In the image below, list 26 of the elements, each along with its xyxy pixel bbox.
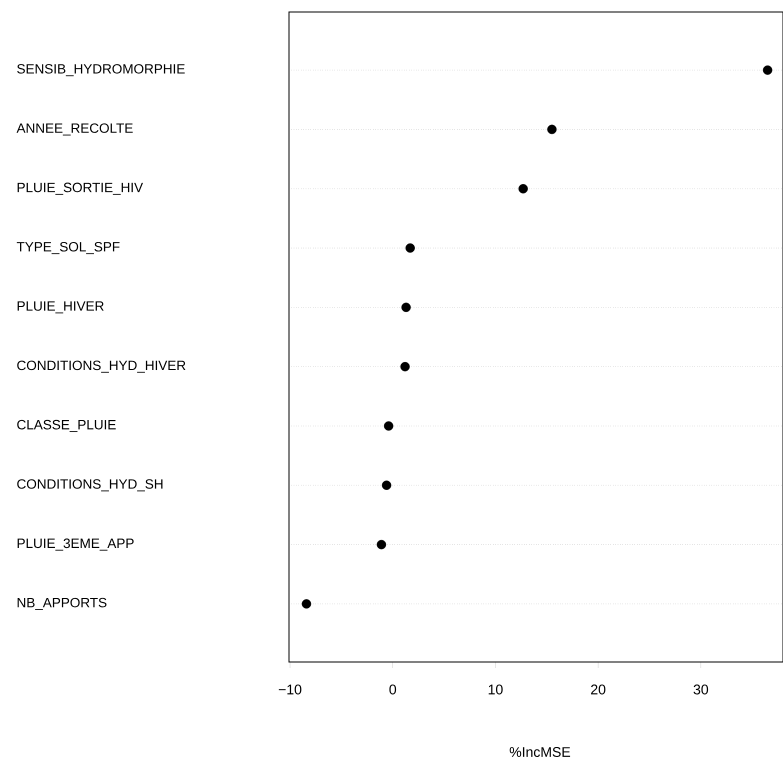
y-tick-label: CONDITIONS_HYD_SH bbox=[17, 479, 162, 492]
y-tick-label: CONDITIONS_HYD_HIVER bbox=[17, 360, 186, 373]
y-tick-label: PLUIE_HIVER bbox=[18, 301, 104, 314]
y-tick-label: CLASSE_PLUIE bbox=[17, 420, 116, 432]
y-tick-label: NB_APPORTS bbox=[18, 598, 106, 610]
point bbox=[547, 124, 557, 134]
x-tick-label: 30 bbox=[694, 684, 708, 694]
y-tick-label: ANNEE_RECOLTE bbox=[16, 123, 133, 136]
x-tick-label: 10 bbox=[488, 684, 503, 694]
y-tick-label: PLUIE_SORTIE_HIV bbox=[18, 182, 144, 195]
y-tick-label: TYPE_SOL_SPF bbox=[16, 242, 120, 254]
point bbox=[382, 480, 392, 490]
x-tick-label: 0 bbox=[389, 684, 396, 694]
point bbox=[401, 302, 411, 312]
y-tick-label: SENSIB_HYDROMORPHIE bbox=[17, 64, 185, 76]
point bbox=[400, 362, 410, 372]
point bbox=[762, 65, 772, 75]
point bbox=[405, 243, 415, 253]
point bbox=[302, 599, 312, 609]
point bbox=[384, 421, 394, 431]
y-tick-label: PLUIE_3EME_APP bbox=[18, 538, 134, 551]
point bbox=[518, 184, 528, 194]
x-axis-title: %IncMSE bbox=[510, 747, 570, 757]
point bbox=[376, 540, 386, 550]
x-tick-label: −10 bbox=[278, 684, 302, 694]
x-tick-label: 20 bbox=[591, 684, 606, 694]
